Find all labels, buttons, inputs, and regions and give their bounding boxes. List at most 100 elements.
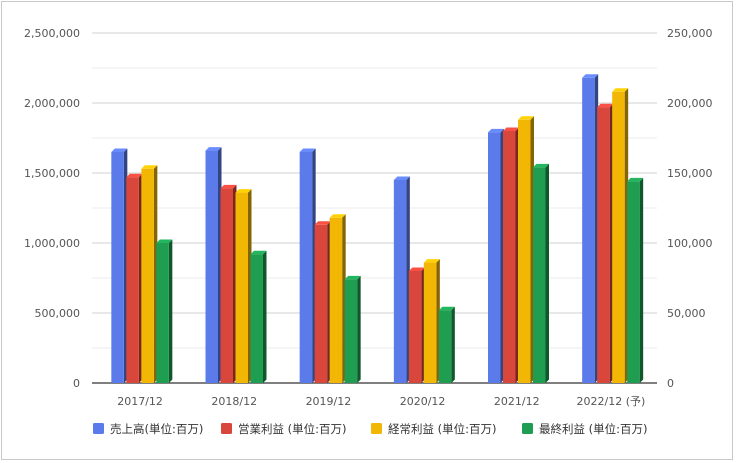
bar-front-face	[518, 119, 531, 384]
legend-item: 最終利益 (単位:百万)	[522, 422, 648, 436]
legend-label: 最終利益 (単位:百万)	[539, 422, 648, 436]
bar-top-face	[438, 306, 455, 311]
bar-side-face	[168, 239, 173, 383]
bar-top-face	[597, 103, 614, 108]
bar-front-face	[329, 217, 343, 383]
bar-front-face	[597, 107, 610, 383]
bar-top-face	[344, 275, 361, 280]
bar	[235, 189, 252, 383]
right-axis-tick-label: 250,000	[667, 27, 713, 40]
bar-side-face	[451, 306, 455, 383]
bar-top-face	[141, 165, 158, 169]
bar	[111, 148, 128, 383]
legend-swatch	[371, 423, 382, 434]
bar-front-face	[299, 152, 313, 383]
bar	[344, 275, 361, 383]
bar	[597, 103, 614, 383]
bar	[141, 165, 158, 383]
left-axis-tick-label: 1,000,000	[24, 237, 80, 250]
bar-front-face	[235, 192, 248, 383]
bar	[126, 173, 143, 383]
bar-front-face	[156, 243, 169, 383]
x-axis-ticks: 2017/12 2018/12 2019/12 2020/12 2021/12 2022/…	[117, 395, 645, 408]
legend-label: 経常利益 (単位:百万)	[388, 422, 497, 436]
bar-top-face	[126, 173, 143, 178]
bar-front-face	[423, 262, 437, 383]
bar-top-face	[488, 128, 504, 133]
bar	[314, 221, 331, 383]
bar-top-face	[235, 189, 252, 193]
legend-swatch	[93, 423, 104, 434]
bar-front-face	[503, 131, 516, 383]
bar-front-face	[627, 181, 640, 383]
bar	[156, 239, 173, 383]
bar-front-face	[314, 224, 328, 383]
bar-front-face	[582, 77, 595, 384]
x-axis-tick-label: 2020/12	[400, 395, 446, 408]
left-axis-ticks: 0 500,000 1,000,000 1,500,000 2,000,000 2,500…	[24, 27, 80, 390]
legend-label: 営業利益 (単位:百万)	[238, 422, 347, 436]
bar	[423, 259, 440, 383]
bar	[438, 306, 455, 383]
bar-top-face	[250, 250, 267, 255]
x-axis-tick-label: 2018/12	[211, 395, 257, 408]
bar-front-face	[408, 271, 422, 383]
bar-front-face	[111, 152, 124, 383]
bar-top-face	[314, 221, 331, 225]
right-axis-tick-label: 100,000	[667, 237, 713, 250]
bar-side-face	[357, 275, 361, 383]
legend: 売上高(単位:百万) 営業利益 (単位:百万) 経常利益 (単位:百万) 最終利益 (…	[93, 422, 648, 436]
bar	[582, 74, 599, 384]
bar	[299, 148, 316, 383]
right-axis-tick-label: 0	[667, 377, 674, 390]
bar-top-face	[582, 74, 599, 78]
bar-top-face	[156, 239, 173, 243]
bar-front-face	[250, 254, 263, 383]
right-axis-tick-label: 150,000	[667, 167, 713, 180]
left-axis-tick-label: 2,500,000	[24, 27, 80, 40]
bar	[627, 177, 644, 383]
bar	[518, 116, 534, 384]
legend-item: 営業利益 (単位:百万)	[221, 422, 347, 436]
bar-front-face	[344, 279, 358, 383]
bar	[329, 214, 346, 383]
bar-top-face	[220, 184, 237, 189]
bar	[250, 250, 267, 383]
bar-top-face	[205, 147, 222, 151]
bar-front-face	[220, 188, 233, 383]
bar-front-face	[612, 91, 625, 384]
bar-front-face	[533, 167, 546, 383]
bars	[111, 74, 644, 384]
bar-top-face	[329, 214, 346, 218]
left-axis-tick-label: 500,000	[35, 307, 81, 320]
x-axis-tick-label: 2017/12	[117, 395, 163, 408]
bar-top-face	[111, 148, 128, 152]
bar	[393, 176, 410, 383]
bar	[503, 127, 519, 383]
x-axis-tick-label: 2022/12 (予)	[577, 395, 646, 408]
bar-front-face	[488, 132, 501, 383]
left-axis-tick-label: 0	[73, 377, 80, 390]
left-axis-tick-label: 1,500,000	[24, 167, 80, 180]
legend-item: 売上高(単位:百万)	[93, 422, 203, 436]
bar-top-face	[408, 267, 425, 271]
legend-label: 売上高(単位:百万)	[110, 422, 203, 436]
bar-side-face	[639, 177, 644, 383]
bar-side-face	[545, 163, 549, 383]
bar-top-face	[299, 148, 316, 152]
bar	[205, 147, 222, 383]
bar	[533, 163, 549, 383]
bar	[488, 128, 504, 383]
bar-front-face	[141, 168, 154, 383]
legend-swatch	[221, 423, 232, 434]
right-axis-tick-label: 50,000	[667, 307, 706, 320]
bar	[408, 267, 425, 383]
bar	[612, 88, 629, 384]
bar-top-face	[627, 177, 644, 182]
right-axis-tick-label: 200,000	[667, 97, 713, 110]
bar-front-face	[205, 150, 218, 383]
legend-swatch	[522, 423, 533, 434]
bar-side-face	[263, 250, 267, 383]
bar-front-face	[126, 177, 139, 383]
